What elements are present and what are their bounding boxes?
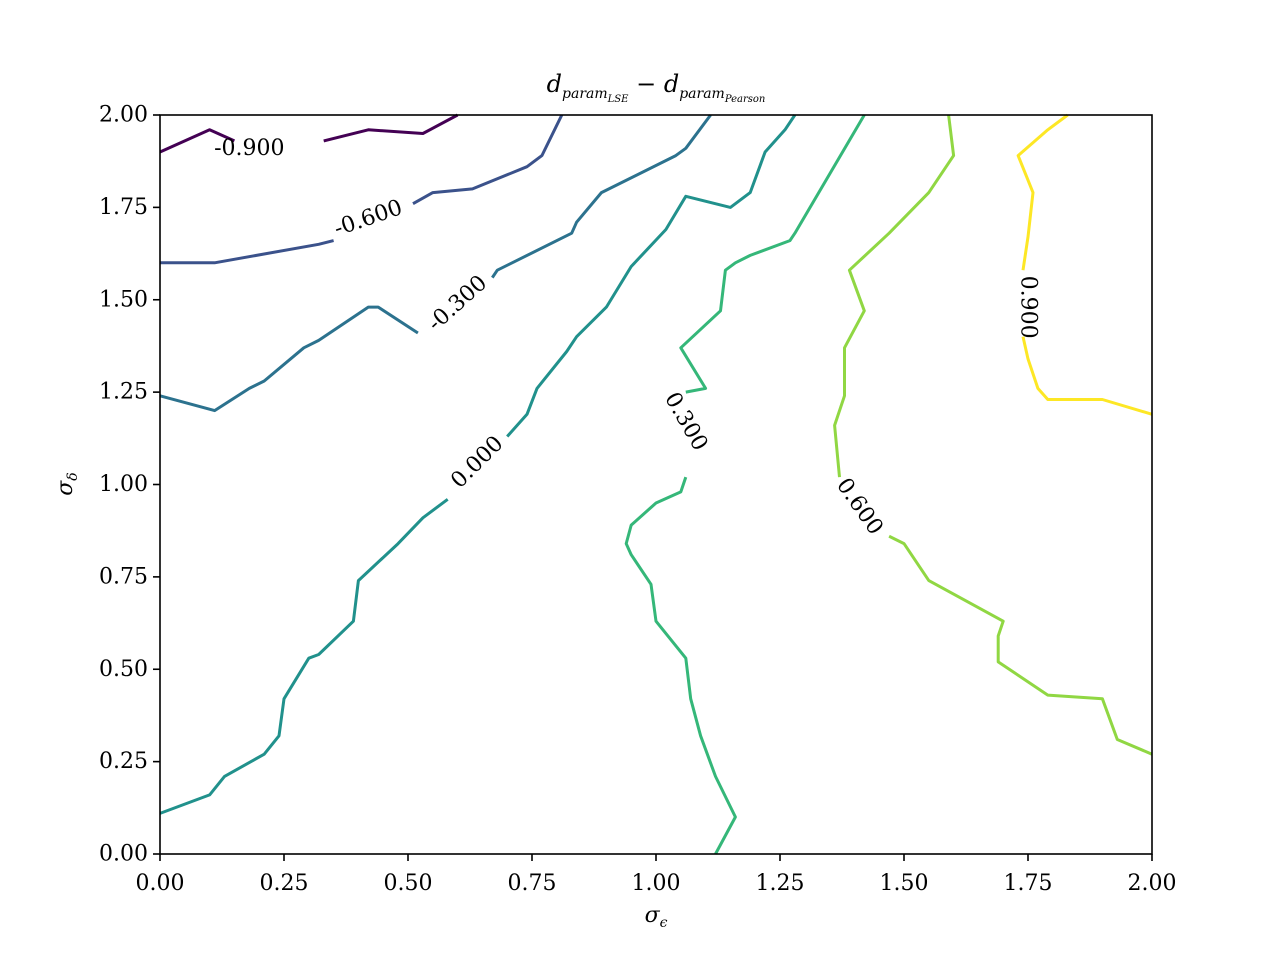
x-tick-label: 0.50: [384, 871, 433, 896]
contour-label-2: -0.300: [423, 271, 492, 337]
contour-line--0.300-seg-1: [491, 114, 712, 279]
chart-title: dparamLSE − dparamPearson: [547, 70, 766, 105]
x-axis-label: σϵ: [645, 903, 668, 931]
y-tick-label: 1.75: [99, 195, 148, 220]
contour-line-0.000-seg-0: [159, 498, 449, 815]
x-tick-label: 1.00: [632, 871, 681, 896]
contour-label-4: 0.300: [659, 388, 712, 455]
y-tick-label: 0.50: [99, 657, 148, 682]
contour-label-5: 0.600: [831, 474, 888, 540]
y-axis-label: σδ: [53, 472, 81, 495]
contour-line--0.900-seg-1: [323, 113, 459, 143]
x-axis-ticks: 0.00 0.25 0.50 0.75 1.00 1.25 1.50 1.75 2.00: [136, 854, 1177, 896]
x-tick-label: 2.00: [1128, 871, 1177, 896]
y-tick-label: 0.25: [99, 749, 148, 774]
y-tick-label: 0.00: [99, 842, 148, 867]
contour-line-0.900-seg-0: [1021, 336, 1153, 416]
x-tick-label: 1.75: [1004, 871, 1053, 896]
x-tick-label: 0.00: [136, 871, 185, 896]
plot-frame: [159, 114, 1153, 855]
contour-line-0.900-seg-1: [1016, 113, 1069, 271]
y-tick-label: 2.00: [99, 103, 148, 128]
contour-line-0.600-seg-0: [888, 534, 1153, 756]
y-tick-label: 1.25: [99, 380, 148, 405]
contour-lines: [159, 113, 1153, 855]
contour-line-0.300-seg-0: [624, 476, 737, 855]
x-tick-label: 0.75: [508, 871, 557, 896]
y-tick-label: 0.75: [99, 564, 148, 589]
contour-label-1: -0.600: [331, 195, 406, 242]
contour-line--0.600-seg-0: [160, 239, 334, 265]
x-tick-label: 1.50: [880, 871, 929, 896]
contour-line-0.000-seg-1: [506, 114, 797, 438]
contour-line--0.600-seg-1: [412, 114, 564, 206]
contour-label-6: 0.900: [1016, 276, 1041, 339]
contour-line-0.600-seg-1: [833, 114, 956, 478]
contour-line--0.300-seg-0: [159, 305, 419, 413]
y-axis-ticks: 0.00 0.25 0.50 0.75 1.00 1.25 1.50 1.75 2.00: [99, 103, 160, 867]
contour-line-0.300-seg-1: [679, 114, 866, 394]
y-tick-label: 1.50: [99, 287, 148, 312]
x-tick-label: 0.25: [260, 871, 309, 896]
y-tick-label: 1.00: [99, 472, 148, 497]
contour-line--0.900-seg-0: [159, 128, 236, 154]
contour-label-0: -0.900: [214, 136, 284, 161]
x-tick-label: 1.25: [756, 871, 805, 896]
contour-level-labels: -0.900 -0.600 -0.300 0.000 0.300 0.600 0.900: [214, 136, 1040, 540]
contour-label-3: 0.000: [446, 431, 508, 493]
